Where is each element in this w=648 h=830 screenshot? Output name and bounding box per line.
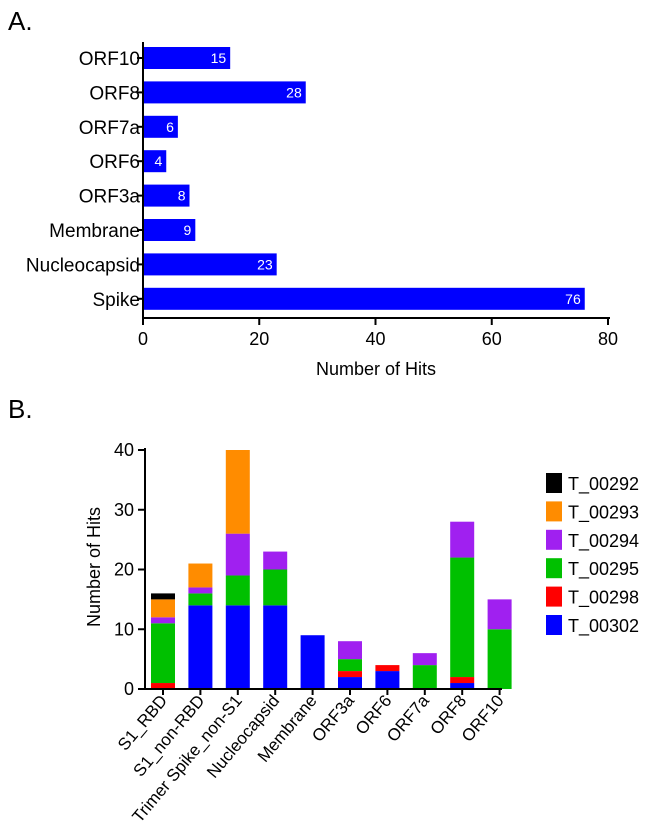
segment-t_00298-orf6 xyxy=(375,665,400,672)
segment-t_00298-s1-rbd xyxy=(151,683,175,689)
segment-t_00295-orf10 xyxy=(487,629,512,689)
segment-t_00293-s1-non-rbd xyxy=(188,563,213,588)
segment-t_00295-orf3a xyxy=(338,659,362,672)
y-tick-label: 10 xyxy=(114,619,134,639)
category-label: ORF3a xyxy=(308,691,358,746)
segment-t_00302-orf8 xyxy=(450,683,475,689)
bar-nucleocapsid xyxy=(143,253,277,276)
bar-value-label: 8 xyxy=(178,188,186,204)
panel-a-x-axis-title: Number of Hits xyxy=(316,359,436,379)
panel-a-label: A. xyxy=(8,6,33,36)
segment-t_00295-s1-rbd xyxy=(151,623,175,684)
bar-orf7a xyxy=(143,115,178,138)
category-label: ORF6 xyxy=(89,152,140,173)
legend-swatch-t_00302 xyxy=(546,615,562,635)
bar-value-label: 4 xyxy=(154,153,162,169)
segment-t_00294-orf3a xyxy=(338,641,362,660)
legend-swatch-t_00292 xyxy=(546,473,562,493)
legend-swatch-t_00293 xyxy=(546,501,562,522)
bar-value-label: 6 xyxy=(166,119,174,135)
bar-orf3a xyxy=(143,184,190,207)
segment-t_00294-orf8 xyxy=(450,521,475,558)
segment-t_00298-orf3a xyxy=(338,671,362,678)
category-label: Spike xyxy=(92,290,140,311)
segment-t_00294-trimer-spike-non-s1 xyxy=(225,533,250,576)
x-tick-label: 80 xyxy=(598,329,618,349)
bar-orf8 xyxy=(143,81,306,104)
category-label: ORF7a xyxy=(383,691,433,746)
y-tick-label: 30 xyxy=(114,500,134,520)
segment-t_00298-orf8 xyxy=(450,677,475,684)
legend-label: T_00293 xyxy=(568,502,639,523)
legend-swatch-t_00294 xyxy=(546,529,562,550)
bar-value-label: 15 xyxy=(211,50,227,66)
segment-t_00294-nucleocapsid xyxy=(263,551,288,570)
x-tick-label: 60 xyxy=(482,329,502,349)
segment-t_00302-orf3a xyxy=(338,677,362,689)
legend-label: T_00298 xyxy=(568,588,639,609)
x-tick-label: 20 xyxy=(249,329,269,349)
legend-swatch-t_00295 xyxy=(546,558,562,579)
bar-orf10 xyxy=(143,47,231,69)
category-label: Membrane xyxy=(49,221,140,242)
segment-t_00295-trimer-spike-non-s1 xyxy=(225,575,250,606)
y-tick-label: 40 xyxy=(114,440,134,460)
bar-orf6 xyxy=(143,150,167,173)
segment-t_00294-s1-rbd xyxy=(151,617,175,624)
panel-b-label: B. xyxy=(8,394,33,424)
segment-t_00295-s1-non-rbd xyxy=(188,593,213,606)
x-tick-label: 0 xyxy=(138,329,148,349)
segment-t_00302-s1-non-rbd xyxy=(188,605,213,689)
category-label: Nucleocapsid xyxy=(26,255,140,276)
bar-spike xyxy=(143,287,585,310)
bar-value-label: 76 xyxy=(565,291,581,307)
segment-t_00293-trimer-spike-non-s1 xyxy=(225,450,250,534)
panel-b-legend: T_00292 T_00293 T_00294 T_00295 T_00298 T_003… xyxy=(546,473,639,637)
segment-t_00295-nucleocapsid xyxy=(263,569,288,606)
bar-value-label: 9 xyxy=(184,222,192,238)
segment-t_00294-s1-non-rbd xyxy=(188,587,213,594)
legend-label: T_00294 xyxy=(568,531,639,552)
segment-t_00294-orf10 xyxy=(487,599,512,630)
segment-t_00293-s1-rbd xyxy=(151,599,175,618)
segment-t_00295-orf7a xyxy=(412,665,437,689)
category-label: ORF8 xyxy=(89,83,140,104)
bar-value-label: 23 xyxy=(257,256,273,272)
legend-label: T_00292 xyxy=(568,474,639,495)
segment-t_00302-membrane xyxy=(300,635,325,689)
y-tick-label: 20 xyxy=(114,560,134,580)
segment-t_00302-orf6 xyxy=(375,671,400,689)
panel-b-y-axis-title: Number of Hits xyxy=(84,507,104,627)
x-tick-label: 40 xyxy=(365,329,385,349)
category-label: ORF7a xyxy=(79,118,141,139)
legend-swatch-t_00298 xyxy=(546,586,562,607)
panel-a-bar-chart: A. 15 28 6 4 8 9 23 76 ORF10 ORF8 ORF7a ORF6 ORF3a M… xyxy=(8,6,618,379)
legend-label: T_00302 xyxy=(568,616,639,637)
category-label: ORF10 xyxy=(79,49,140,70)
segment-t_00302-trimer-spike-non-s1 xyxy=(225,605,250,689)
legend-label: T_00295 xyxy=(568,559,639,580)
segment-t_00295-orf8 xyxy=(450,557,475,678)
segment-t_00292-s1-rbd xyxy=(151,593,175,600)
category-label: ORF3a xyxy=(79,187,141,208)
bar-membrane xyxy=(143,219,196,241)
segment-t_00294-orf7a xyxy=(412,653,437,666)
bar-value-label: 28 xyxy=(286,84,302,100)
y-tick-label: 0 xyxy=(124,679,134,699)
segment-t_00302-nucleocapsid xyxy=(263,605,288,689)
